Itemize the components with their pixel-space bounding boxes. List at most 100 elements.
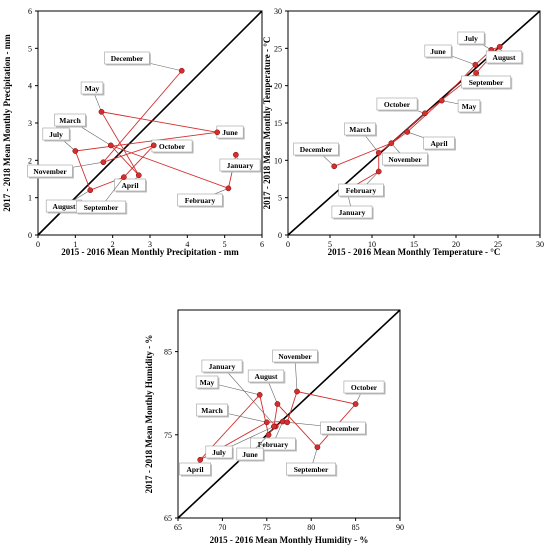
x-tick-label: 1 xyxy=(73,240,77,249)
point-label-december: December xyxy=(327,424,360,433)
point-label-august: August xyxy=(493,53,516,62)
data-point-september xyxy=(473,70,480,76)
point-label-november: November xyxy=(388,155,422,164)
x-tick-label: 5 xyxy=(328,240,332,249)
data-point-march xyxy=(263,419,270,426)
label-box xyxy=(54,113,86,127)
point-label-april: April xyxy=(121,181,138,190)
point-label-december: December xyxy=(300,145,333,154)
label-box xyxy=(485,50,523,64)
y-tick-label: 6 xyxy=(28,7,32,16)
label-box xyxy=(104,51,150,65)
data-point-june xyxy=(472,61,479,68)
data-point-october xyxy=(352,401,359,407)
data-point-may xyxy=(98,108,105,115)
y-tick-label: 10 xyxy=(274,156,282,165)
point-label-october: October xyxy=(384,100,411,109)
data-point-august xyxy=(274,401,281,407)
label-box xyxy=(457,31,485,45)
label-box xyxy=(460,75,511,89)
x-tick-label: 20 xyxy=(452,240,460,249)
label-box xyxy=(205,445,233,459)
data-point-may xyxy=(256,392,263,398)
point-label-june: June xyxy=(242,450,258,459)
label-box xyxy=(76,200,127,214)
y-tick-label: 25 xyxy=(274,44,282,53)
y-tick-label: 15 xyxy=(274,119,282,128)
point-label-september: September xyxy=(294,465,329,474)
data-point-october xyxy=(422,110,428,117)
data-point-december xyxy=(331,163,338,170)
y-axis-title: 2017 - 2018 Mean Monthly Temperature - °… xyxy=(262,37,272,210)
y-tick-label: 0 xyxy=(28,231,32,240)
data-point-july xyxy=(72,148,79,154)
point-label-may: May xyxy=(200,378,215,387)
label-box xyxy=(338,183,384,197)
y-tick-label: 1 xyxy=(28,194,32,203)
point-label-july: July xyxy=(49,130,63,139)
y-tick-label: 65 xyxy=(164,514,172,523)
label-box xyxy=(196,403,228,417)
label-box xyxy=(424,44,452,58)
humidity-chart: 65 70 75 80 85 90 65 75 85 2015 - 2016 Mean Month… xyxy=(144,309,404,545)
x-tick-label: 80 xyxy=(307,523,315,532)
y-axis-title: 2017 - 2018 Mean Monthly Humidity - % xyxy=(144,335,154,494)
x-tick-label: 10 xyxy=(368,240,376,249)
temperature-chart: 0 5 10 15 20 25 30 0 5 10 15 20 25 30 2015 - 2016 Mean… xyxy=(262,7,544,257)
x-tick-label: 6 xyxy=(260,240,264,249)
label-box xyxy=(236,447,264,461)
data-point-june xyxy=(265,431,272,438)
x-tick-label: 75 xyxy=(263,523,271,532)
label-box xyxy=(27,164,73,178)
data-point-april xyxy=(404,129,411,135)
label-box xyxy=(343,380,385,394)
data-point-january xyxy=(233,151,239,158)
point-label-february: February xyxy=(346,186,377,195)
point-label-march: March xyxy=(349,125,371,134)
data-point-march xyxy=(375,150,382,156)
point-label-august: August xyxy=(53,202,76,211)
data-point-september xyxy=(121,174,127,180)
y-tick-label: 2 xyxy=(28,156,32,165)
label-box xyxy=(382,152,428,166)
label-box xyxy=(344,122,376,136)
y-tick-label: 3 xyxy=(28,119,32,128)
label-box xyxy=(376,97,418,111)
label-box xyxy=(195,375,219,389)
series-line xyxy=(74,70,237,191)
data-point-june xyxy=(214,129,221,136)
point-label-january: January xyxy=(227,161,254,170)
label-box xyxy=(80,81,104,95)
x-axis-title: 2015 - 2016 Mean Monthly Temperature - °… xyxy=(328,247,501,257)
label-box xyxy=(272,349,318,363)
point-label-july: July xyxy=(464,34,478,43)
x-tick-label: 90 xyxy=(396,523,404,532)
x-tick-label: 65 xyxy=(174,523,182,532)
point-label-august: August xyxy=(255,372,278,381)
x-axis-title: 2015 - 2016 Mean Monthly Humidity - % xyxy=(210,535,369,545)
point-label-may: May xyxy=(85,84,100,93)
x-tick-label: 2 xyxy=(111,240,115,249)
y-tick-label: 5 xyxy=(278,194,282,203)
data-point-december xyxy=(284,419,291,426)
point-label-september: September xyxy=(469,78,504,87)
series-line xyxy=(334,46,501,191)
point-label-january: January xyxy=(209,362,236,371)
point-label-march: March xyxy=(201,406,223,415)
y-axis-title: 2017 - 2018 Mean Monthly Precipitation -… xyxy=(2,34,12,212)
data-point-april xyxy=(135,172,142,179)
point-label-july: July xyxy=(212,448,226,457)
point-label-may: May xyxy=(462,102,477,111)
x-tick-label: 85 xyxy=(352,523,360,532)
y-tick-label: 75 xyxy=(164,431,172,440)
data-point-march xyxy=(107,142,114,149)
data-point-october xyxy=(150,142,157,149)
callout-leader xyxy=(221,365,276,427)
x-tick-label: 0 xyxy=(286,240,290,249)
point-label-march: March xyxy=(59,116,81,125)
data-point-july xyxy=(271,423,277,430)
x-tick-label: 15 xyxy=(410,240,418,249)
label-box xyxy=(293,142,339,156)
y-tick-label: 0 xyxy=(278,231,282,240)
point-label-february: February xyxy=(185,196,216,205)
